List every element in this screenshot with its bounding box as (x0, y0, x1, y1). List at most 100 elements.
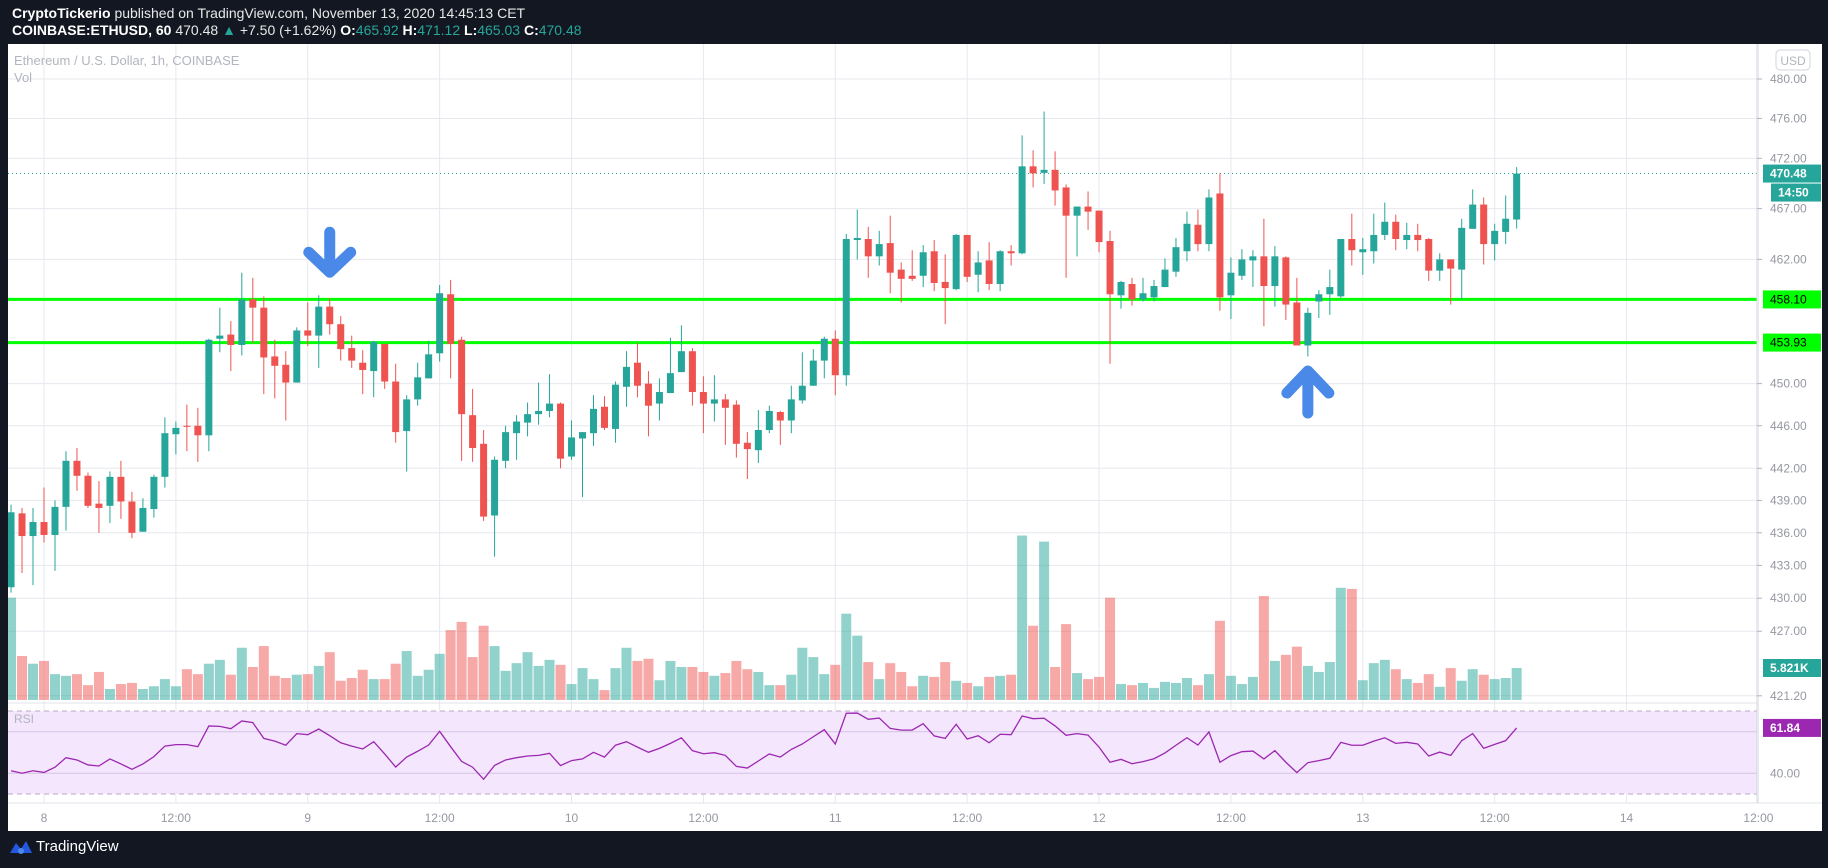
candle-body (1018, 166, 1026, 254)
candle-body (1293, 302, 1301, 346)
volume-bar (951, 680, 962, 700)
candle (1392, 214, 1400, 251)
volume-bar (863, 662, 874, 700)
candle-body (62, 460, 70, 507)
volume-bar (885, 663, 896, 700)
candle-body (535, 410, 543, 415)
candle-body (963, 234, 971, 277)
volume-bar (1379, 659, 1390, 700)
volume-bar (588, 679, 599, 700)
arrow-up-icon[interactable] (1281, 365, 1335, 419)
volume-legend[interactable]: Vol (14, 70, 33, 85)
rsi-axis-label: 40.00 (1770, 766, 1800, 780)
candle (513, 415, 521, 460)
candle (568, 420, 576, 460)
candle (1491, 223, 1499, 261)
candle (1249, 250, 1257, 288)
candle (1051, 151, 1059, 206)
candle (710, 375, 718, 422)
author-name[interactable]: CryptoTickerio (12, 5, 111, 21)
volume-bar (39, 660, 49, 700)
volume-bar (115, 684, 126, 700)
currency-badge[interactable]: USD (1775, 49, 1811, 71)
volume-bar (456, 621, 467, 700)
time-tick-label: 12:00 (1743, 811, 1773, 825)
candle (985, 242, 993, 291)
candle (1205, 189, 1213, 252)
volume-bar (324, 652, 335, 700)
candle-body (1513, 173, 1521, 220)
candle-body (754, 430, 762, 451)
candle (1095, 210, 1103, 253)
candle (721, 394, 729, 445)
candle (996, 250, 1004, 292)
candle (414, 362, 422, 406)
level-price-label: 458.10 (1770, 292, 1807, 306)
volume-bar (214, 659, 225, 700)
candle (458, 336, 466, 461)
candle (875, 230, 883, 266)
candle-body (688, 351, 696, 393)
candle (809, 349, 817, 386)
candle (864, 226, 872, 278)
time-axis[interactable]: 8 12:00 9 12:00 10 12:00 11 12:00 12 12:00 13 12:00… (41, 811, 1774, 825)
rsi-band-fill (8, 711, 1757, 794)
candle-body (1469, 204, 1477, 229)
volume-bar (357, 669, 368, 700)
volume-bar (49, 674, 60, 700)
candle-body (1150, 286, 1158, 298)
volume-bar (599, 690, 610, 700)
volume-bar (258, 646, 269, 700)
price-axis[interactable]: 480.00 476.00 472.00 467.00 462.00 450.00 446.… (1757, 72, 1821, 780)
volume-bar (1412, 682, 1423, 700)
volume-bar (753, 671, 764, 700)
last-price-badge (1763, 164, 1821, 183)
candle (293, 327, 301, 383)
volume-bar (808, 657, 819, 700)
volume-bar (830, 664, 841, 700)
candle (304, 302, 312, 347)
candle-body (95, 503, 103, 508)
candle (974, 251, 982, 293)
volume-bar (280, 678, 291, 700)
price-tick-label: 480.00 (1770, 72, 1807, 86)
arrow-down-icon[interactable] (303, 226, 357, 278)
candle (227, 321, 235, 372)
candle-body (1348, 239, 1356, 251)
volume-bar (775, 685, 786, 700)
candle-body (1117, 281, 1125, 296)
volume-bar (423, 669, 434, 700)
candle-body (710, 399, 718, 404)
candle-body (1062, 187, 1070, 216)
volume-bar (929, 676, 940, 700)
volume-bar (731, 660, 742, 700)
candle (1150, 279, 1158, 302)
rsi-legend[interactable]: RSI (14, 712, 35, 726)
candle (1227, 257, 1235, 320)
candle-body (1447, 259, 1455, 269)
candle-body (930, 251, 938, 283)
volume-bar (302, 674, 313, 700)
candle-body (436, 293, 444, 354)
volume-bar (533, 665, 544, 700)
volume-bar (1127, 685, 1138, 700)
volume-bar (1138, 682, 1148, 700)
candle-body (568, 437, 576, 457)
candle-body (831, 338, 839, 376)
footer-brand[interactable]: TradingView (10, 838, 119, 855)
candle (469, 388, 477, 462)
candle (172, 421, 180, 455)
annotations (303, 226, 1335, 419)
open-label: O: (340, 22, 356, 38)
candle (963, 234, 971, 282)
price-tick-label: 462.00 (1770, 252, 1807, 266)
chart-title[interactable]: Ethereum / U.S. Dollar, 1h, COINBASE (14, 53, 240, 68)
volume-bar (654, 680, 665, 700)
volume-bar (1072, 673, 1083, 700)
volume-bar (1511, 667, 1522, 700)
price-tick-label: 439.00 (1770, 493, 1807, 507)
candle (337, 315, 345, 361)
candle (106, 471, 114, 524)
candle (161, 417, 169, 488)
